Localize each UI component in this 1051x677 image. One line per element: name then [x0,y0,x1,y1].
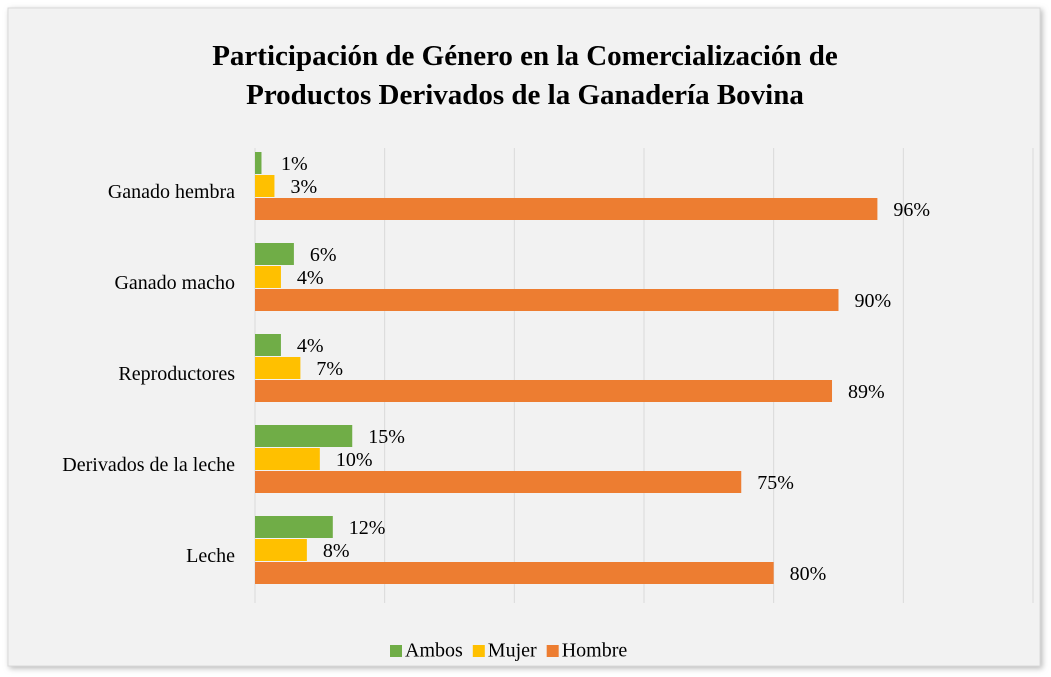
bar [255,266,281,288]
y-tick-label: Ganado macho [114,272,235,294]
bar [255,539,307,561]
data-label: 7% [316,358,343,380]
bar [255,175,275,197]
data-label: 15% [368,426,405,448]
bar [255,152,262,174]
legend-label: Mujer [488,640,537,662]
bar [255,425,353,447]
bar [255,198,878,220]
bar [255,357,301,379]
bar [255,289,839,311]
bar [255,471,742,493]
data-label: 80% [790,563,827,585]
legend-label: Ambos [405,640,463,662]
data-label: 96% [893,199,930,221]
bar [255,380,833,402]
bar [255,334,281,356]
legend: Ambos Mujer Hombre [390,640,627,662]
data-label: 89% [848,381,885,403]
chart-frame [7,7,1041,667]
bar [255,516,333,538]
data-label: 75% [757,472,794,494]
bar [255,562,774,584]
data-label: 4% [297,267,324,289]
data-label: 8% [323,540,350,562]
data-label: 4% [297,335,324,357]
bar [255,243,294,265]
y-tick-label: Ganado hembra [108,181,235,203]
y-tick-label: Leche [186,545,235,567]
data-label: 12% [349,517,386,539]
legend-label: Hombre [562,640,628,662]
bar [255,448,320,470]
y-tick-label: Reproductores [118,363,235,385]
y-tick-label: Derivados de la leche [62,454,235,476]
chart-title: Participación de Género en la Comerciali… [212,40,838,111]
data-label: 3% [290,176,317,198]
data-label: 1% [281,153,308,175]
data-label: 10% [336,449,373,471]
data-label: 6% [310,244,337,266]
legend-swatch [546,645,559,657]
legend-swatch [390,645,402,657]
legend-swatch [472,645,485,657]
data-label: 90% [855,290,892,312]
